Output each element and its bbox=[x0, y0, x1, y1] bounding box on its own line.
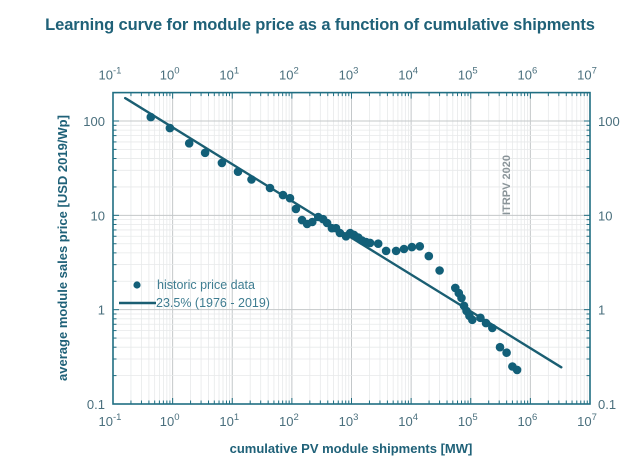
historic-price-point bbox=[512, 365, 522, 375]
x-tick-label-top: 107 bbox=[577, 66, 597, 83]
historic-price-point bbox=[381, 246, 391, 256]
y-tick-label-left: 100 bbox=[83, 114, 105, 129]
historic-price-point bbox=[200, 148, 210, 158]
x-tick-label-bottom: 103 bbox=[339, 412, 359, 429]
legend-scatter-marker bbox=[133, 281, 141, 289]
x-tick-label-bottom: 105 bbox=[458, 412, 478, 429]
historic-price-point bbox=[285, 193, 295, 203]
grid bbox=[112, 92, 591, 405]
historic-price-point bbox=[481, 318, 491, 328]
y-axis-title: average module sales price [USD 2019/Wp] bbox=[55, 115, 70, 381]
x-tick-label-bottom: 104 bbox=[398, 412, 418, 429]
x-tick-label-top: 10-1 bbox=[99, 66, 122, 83]
historic-price-point bbox=[247, 175, 256, 184]
x-tick-label-top: 101 bbox=[219, 66, 239, 83]
y-tick-label-right: 1 bbox=[598, 303, 605, 318]
historic-price-point bbox=[495, 342, 505, 352]
x-tick-label-top: 105 bbox=[458, 66, 478, 83]
x-tick-label-top: 104 bbox=[398, 66, 418, 83]
x-tick-label-top: 100 bbox=[160, 66, 180, 83]
historic-price-point bbox=[407, 242, 417, 252]
historic-price-point bbox=[435, 266, 444, 275]
historic-price-point bbox=[278, 190, 288, 200]
x-axis-title: cumulative PV module shipments [MW] bbox=[230, 441, 473, 456]
x-tick-label-top: 102 bbox=[279, 66, 299, 83]
historic-price-point bbox=[308, 217, 317, 227]
historic-price-point bbox=[424, 251, 434, 261]
historic-price-point bbox=[233, 167, 243, 176]
x-tick-label-bottom: 106 bbox=[517, 412, 537, 429]
historic-price-point bbox=[488, 323, 497, 333]
x-tick-label-bottom: 102 bbox=[279, 412, 299, 429]
legend: historic price data 23.5% (1976 - 2019) bbox=[119, 278, 270, 310]
itrpv-annotation: ITRPV 2020 bbox=[501, 155, 513, 215]
plot-frame bbox=[112, 91, 591, 405]
historic-price-point bbox=[391, 246, 401, 256]
y-tick-label-right: 0.1 bbox=[598, 397, 616, 412]
tick-labels: 10-110-110010010110110210210310310410410… bbox=[83, 66, 619, 429]
x-tick-label-bottom: 100 bbox=[160, 412, 180, 429]
historic-price-point bbox=[291, 204, 301, 214]
x-tick-label-bottom: 107 bbox=[577, 412, 597, 429]
historic-price-point bbox=[457, 293, 466, 303]
legend-label-fit: 23.5% (1976 - 2019) bbox=[156, 296, 270, 310]
historic-price-point bbox=[476, 313, 485, 323]
historic-price-point bbox=[399, 244, 409, 254]
y-tick-label-right: 10 bbox=[598, 208, 612, 223]
x-tick-label-top: 106 bbox=[517, 66, 537, 83]
historic-price-point bbox=[502, 348, 511, 358]
historic-price-point bbox=[265, 183, 275, 193]
x-tick-label-top: 103 bbox=[339, 66, 359, 83]
plot-marks bbox=[123, 96, 563, 375]
historic-price-point bbox=[365, 238, 375, 248]
historic-price-point bbox=[184, 139, 194, 148]
historic-price-point bbox=[217, 158, 227, 168]
legend-label-historic: historic price data bbox=[157, 278, 255, 292]
historic-price-point bbox=[165, 123, 175, 133]
historic-price-point bbox=[373, 239, 383, 248]
x-tick-label-bottom: 101 bbox=[219, 412, 239, 429]
y-tick-label-left: 10 bbox=[91, 208, 105, 223]
y-tick-label-left: 1 bbox=[98, 303, 105, 318]
x-tick-label-bottom: 10-1 bbox=[99, 412, 122, 429]
y-tick-label-right: 100 bbox=[598, 114, 620, 129]
historic-price-point bbox=[146, 112, 156, 122]
historic-price-point bbox=[468, 315, 477, 325]
historic-price-point bbox=[415, 242, 425, 251]
chart-title: Learning curve for module price as a fun… bbox=[45, 16, 595, 34]
y-tick-label-left: 0.1 bbox=[87, 397, 105, 412]
